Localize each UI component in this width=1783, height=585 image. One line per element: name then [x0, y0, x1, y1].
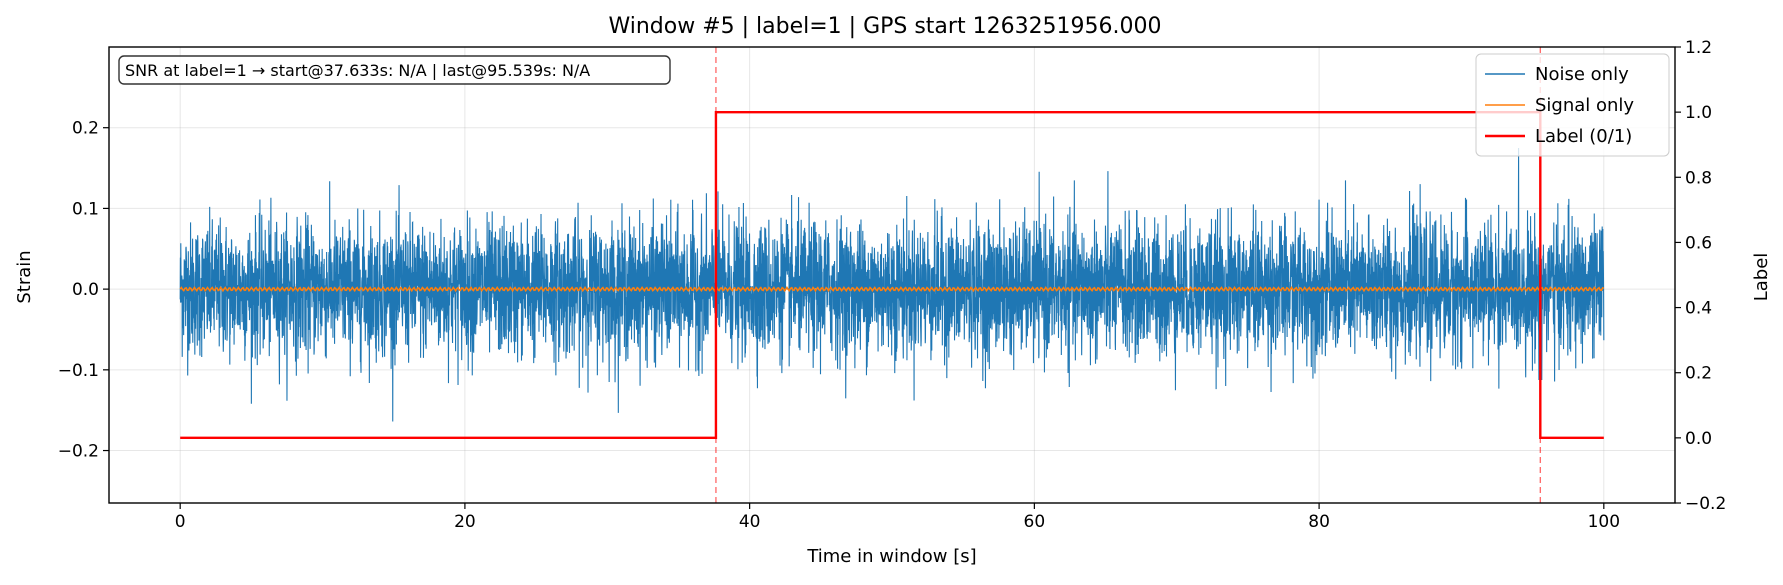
legend-frame	[1475, 53, 1670, 157]
x-tick-label: 60	[1024, 512, 1046, 532]
plot-frame	[108, 46, 1676, 504]
y2-tick-label: 0.8	[1685, 168, 1712, 188]
x-tick-label: 100	[1588, 512, 1620, 532]
y-tick-label: 0.2	[72, 119, 99, 139]
y-tick-label: −0.1	[58, 361, 99, 381]
series-signal-only	[179, 286, 1605, 293]
y2-tick-label: 0.4	[1685, 299, 1712, 319]
y2-axis-label: Label	[1751, 253, 1772, 302]
y2-tick-label: 0.0	[1685, 429, 1712, 449]
legend: Noise only Signal only Label (0/1)	[1475, 53, 1670, 157]
legend-label: Label (0/1)	[1535, 126, 1632, 147]
y-axis-left: −0.2 −0.1 0.0 0.1 0.2	[58, 119, 109, 462]
y-tick-label: 0.1	[72, 199, 99, 219]
y-tick-label: 0.0	[72, 280, 99, 300]
y-axis-right: −0.2 0.0 0.2 0.4 0.6 0.8 1.0 1.2	[1675, 38, 1726, 514]
plot-series-group	[179, 47, 1605, 503]
y-tick-label: −0.2	[58, 442, 99, 462]
y-axis-label: Strain	[14, 250, 35, 303]
legend-label: Noise only	[1535, 64, 1629, 85]
y2-tick-label: 1.0	[1685, 103, 1712, 123]
y2-tick-label: 0.2	[1685, 364, 1712, 384]
x-axis: 0 20 40 60 80 100	[175, 503, 1620, 532]
series-noise-only	[179, 148, 1605, 422]
series-label	[180, 110, 1604, 440]
plot-area	[179, 47, 1605, 503]
x-tick-label: 40	[739, 512, 761, 532]
y2-tick-label: 1.2	[1685, 38, 1712, 58]
x-tick-label: 0	[175, 512, 186, 532]
annotation-box: SNR at label=1 → start@37.633s: N/A | la…	[118, 55, 671, 85]
legend-label: Signal only	[1535, 95, 1634, 116]
x-tick-label: 20	[454, 512, 476, 532]
annotation-text: SNR at label=1 → start@37.633s: N/A | la…	[125, 61, 590, 80]
chart-title: Window #5 | label=1 | GPS start 12632519…	[608, 14, 1161, 39]
y2-tick-label: −0.2	[1685, 494, 1726, 514]
x-axis-label: Time in window [s]	[806, 546, 976, 567]
x-tick-label: 80	[1308, 512, 1330, 532]
y2-tick-label: 0.6	[1685, 233, 1712, 253]
